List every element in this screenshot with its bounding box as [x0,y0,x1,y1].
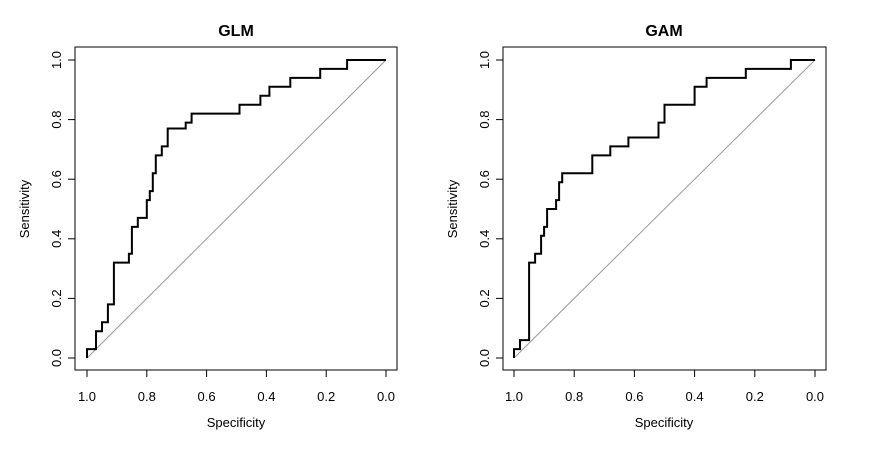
glm-y-tick-label: 0.8 [49,111,64,129]
gam-x-tick-label: 1.0 [505,389,523,404]
gam-roc-curve [513,59,815,358]
gam-x-tick-label: 0.0 [806,389,824,404]
glm-panel: GLM 1.0 0.8 0.6 0.4 0.2 0.0 0.00.20.40.60.81.… [17,23,398,430]
gam-panel: GAM 1.0 0.8 0.6 0.4 0.2 0.0 0.00.20.40.60.81.… [445,23,827,430]
glm-x-tick-label: 0.4 [257,389,275,404]
gam-y-tick-label: 0.4 [477,230,492,248]
gam-x-axis-label: Specificity [635,415,694,430]
gam-y-tick-label: 1.0 [477,51,492,69]
glm-x-tick-label: 1.0 [78,389,96,404]
gam-title: GAM [645,23,682,40]
glm-y-axis: 0.0 0.2 0.4 0.6 0.8 1.0 [49,51,76,367]
gam-y-axis: 0.0 0.2 0.4 0.6 0.8 1.0 [477,51,504,367]
glm-x-axis-label: Specificity [207,415,266,430]
gam-x-tick-label: 0.2 [746,389,764,404]
glm-roc-curve [86,59,386,358]
glm-y-tick-label: 1.0 [49,51,64,69]
gam-x-tick-label: 0.8 [565,389,583,404]
gam-x-tick-label: 0.4 [686,389,704,404]
gam-y-tick-label: 0.6 [477,170,492,188]
gam-x-tick-label: 0.6 [625,389,643,404]
glm-y-axis-label: Sensitivity [17,179,32,238]
glm-y-tick-label: 0.2 [49,289,64,307]
glm-x-tick-label: 0.6 [198,389,216,404]
gam-x-axis: 1.0 0.8 0.6 0.4 0.2 0.0 [505,369,824,404]
gam-y-axis-label: Sensitivity [445,179,460,238]
glm-x-tick-label: 0.8 [138,389,156,404]
glm-x-tick-label: 0.0 [377,389,395,404]
glm-y-tick-label: 0.4 [49,230,64,248]
glm-title: GLM [218,23,254,40]
glm-x-axis: 1.0 0.8 0.6 0.4 0.2 0.0 [78,369,395,404]
glm-reference-diagonal [86,59,387,359]
gam-y-tick-label: 0.0 [477,349,492,367]
gam-y-tick-label: 0.2 [477,289,492,307]
glm-x-tick-label: 0.2 [317,389,335,404]
glm-y-tick-label: 0.6 [49,170,64,188]
gam-reference-diagonal [513,59,816,359]
glm-y-tick-label: 0.0 [49,349,64,367]
gam-y-tick-label: 0.8 [477,111,492,129]
